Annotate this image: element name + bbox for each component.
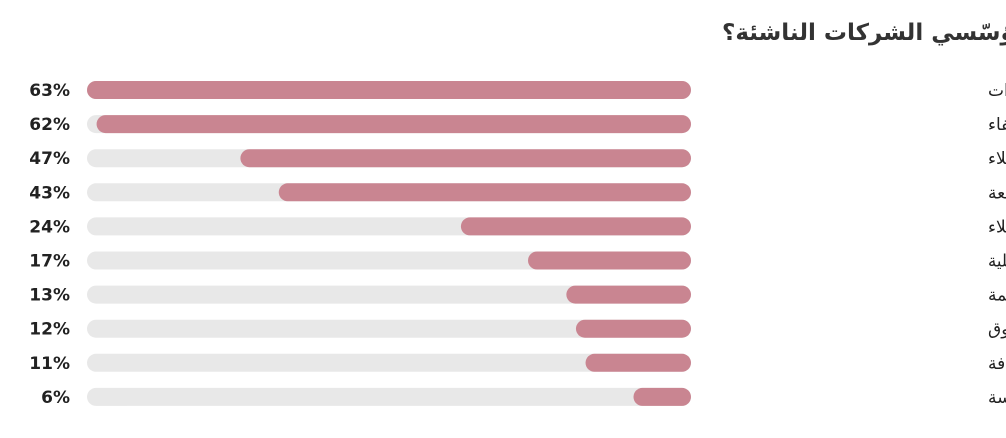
- category-label: جمع رأس المال من جولات تمويل تابعة: [988, 181, 1006, 203]
- bar: [566, 285, 691, 304]
- bar: [96, 115, 692, 134]
- category-label: تصحيح السوق: [988, 320, 1006, 340]
- chart-title: 16. ما هي أصعب ثلاثة تحديات تواجه مؤسّسي…: [722, 16, 1006, 46]
- bar: [460, 217, 691, 236]
- bar: [633, 387, 691, 406]
- category-label: اللوائح والأنظمة: [988, 285, 1006, 306]
- bar: [585, 353, 691, 372]
- bar-track: [87, 387, 691, 406]
- bar: [575, 319, 691, 338]
- bar: [528, 251, 691, 270]
- value-label: 17%: [29, 252, 70, 272]
- value-label: 13%: [29, 286, 70, 306]
- value-label: 11%: [29, 354, 70, 374]
- value-label: 63%: [29, 81, 70, 101]
- bar: [278, 183, 691, 202]
- bar-track: [87, 319, 691, 338]
- bar-track: [87, 353, 691, 372]
- value-label: 12%: [29, 320, 70, 340]
- category-label: نموّ الإيرادات: [988, 81, 1006, 101]
- value-label: 24%: [29, 217, 70, 237]
- bar-track: [87, 285, 691, 304]
- value-labels: 63% 62% 47% 43% 24% 17% 13% 12% 11% 6%: [29, 81, 70, 408]
- category-label: الثقافة: [988, 354, 1006, 374]
- bars: [87, 81, 692, 406]
- category-label: استقطاب العملاء: [988, 149, 1006, 169]
- value-label: 47%: [29, 149, 70, 169]
- category-label: المنافسة: [988, 388, 1006, 408]
- category-label: تناقص عدد العملاء: [988, 217, 1006, 237]
- value-label: 43%: [29, 183, 70, 203]
- category-label: تعيين موظفين أكفاء: [988, 113, 1006, 135]
- category-label: التوازن بين حياة الفريق الشخصية والعملية: [988, 252, 1006, 272]
- category-labels: نموّ الإيرادات تعيين موظفين أكفاء استقطاب …: [988, 81, 1006, 408]
- bar: [87, 81, 691, 99]
- value-label: 6%: [41, 388, 70, 408]
- value-label: 62%: [29, 115, 70, 135]
- bar: [240, 149, 691, 168]
